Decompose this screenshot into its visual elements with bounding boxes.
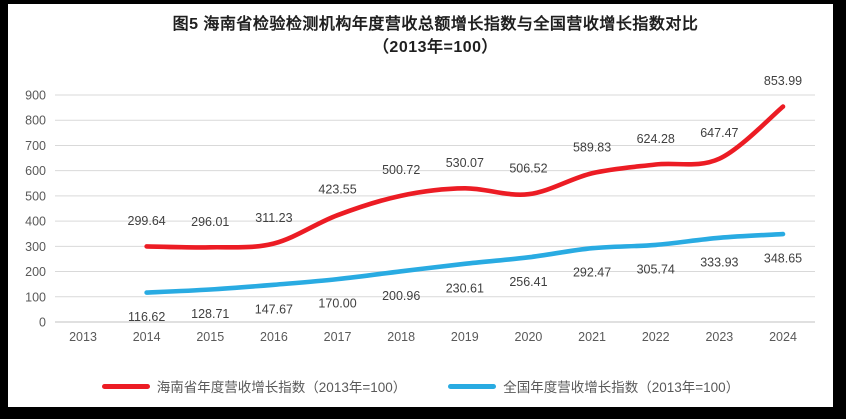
data-label: 333.93 <box>700 255 738 269</box>
data-label: 423.55 <box>318 183 356 197</box>
data-label: 256.41 <box>509 275 547 289</box>
x-tick-label: 2020 <box>515 330 543 344</box>
data-label: 116.62 <box>128 310 165 324</box>
data-label: 305.74 <box>637 262 675 276</box>
line-chart: 0 100 200 300 400 500 600 700 800 900 2013 2014 2015… <box>25 74 815 344</box>
y-tick-label: 300 <box>25 240 46 254</box>
data-label: 647.47 <box>700 126 738 140</box>
y-tick-label: 900 <box>25 89 46 103</box>
legend-label-national: 全国年度营收增长指数（2013年=100） <box>503 380 740 395</box>
x-tick-label: 2017 <box>324 330 352 344</box>
x-tick-label: 2019 <box>451 330 479 344</box>
data-label: 147.67 <box>255 302 293 316</box>
data-label: 348.65 <box>764 252 802 266</box>
data-label: 292.47 <box>573 266 611 280</box>
x-tick-label: 2023 <box>705 330 733 344</box>
x-tick-label: 2015 <box>196 330 224 344</box>
x-tick-label: 2022 <box>642 330 670 344</box>
x-tick-label: 2013 <box>69 330 97 344</box>
chart-legend: 海南省年度营收增长指数（2013年=100） 全国年度营收增长指数（2013年=… <box>8 375 833 397</box>
data-label: 311.23 <box>255 211 292 225</box>
data-label: 230.61 <box>446 281 484 295</box>
chart-title-line2: （2013年=100） <box>372 39 499 56</box>
legend-swatch-blue-line <box>448 383 497 389</box>
legend-swatch-red-line <box>101 383 150 389</box>
x-tick-label: 2014 <box>133 330 161 344</box>
chart-title: 图5 海南省检验检测机构年度营收总额增长指数与全国营收增长指数对比 （2013年… <box>8 13 833 59</box>
y-tick-label: 700 <box>25 139 46 153</box>
x-tick-label: 2016 <box>260 330 288 344</box>
chart-panel: 图5 海南省检验检测机构年度营收总额增长指数与全国营收增长指数对比 （2013年… <box>8 4 833 407</box>
x-tick-label: 2024 <box>769 330 797 344</box>
series-line-hainan <box>144 104 786 250</box>
data-label: 624.28 <box>637 132 675 146</box>
y-tick-label: 100 <box>25 290 46 304</box>
legend-label-hainan: 海南省年度营收增长指数（2013年=100） <box>156 380 407 395</box>
data-label: 128.71 <box>191 307 229 321</box>
data-label: 500.72 <box>382 163 420 177</box>
data-label: 200.96 <box>382 289 420 303</box>
legend-item-national: 全国年度营收增长指数（2013年=100） <box>448 376 739 396</box>
y-tick-label: 500 <box>25 189 46 203</box>
data-label: 296.01 <box>191 215 229 229</box>
y-tick-label: 800 <box>25 114 46 128</box>
data-label: 530.07 <box>446 156 484 170</box>
x-tick-label: 2021 <box>578 330 606 344</box>
data-label: 589.83 <box>573 141 611 155</box>
x-tick-label: 2018 <box>387 330 415 344</box>
data-label: 299.64 <box>128 214 166 228</box>
y-tick-label: 200 <box>25 265 46 279</box>
data-label: 170.00 <box>318 297 356 311</box>
y-tick-label: 600 <box>25 164 46 178</box>
legend-item-hainan: 海南省年度营收增长指数（2013年=100） <box>101 376 407 396</box>
y-tick-label: 400 <box>25 215 46 229</box>
y-tick-label: 0 <box>39 316 46 330</box>
data-label: 853.99 <box>764 74 802 88</box>
data-label: 506.52 <box>509 162 547 176</box>
chart-title-line1: 图5 海南省检验检测机构年度营收总额增长指数与全国营收增长指数对比 <box>172 16 699 33</box>
series-line-national <box>144 231 786 295</box>
